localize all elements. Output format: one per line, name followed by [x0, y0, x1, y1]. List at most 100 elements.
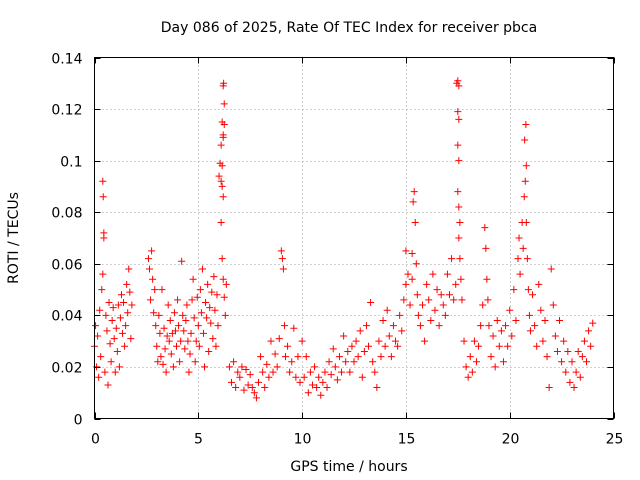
data-point: [122, 322, 130, 330]
data-point: [340, 332, 348, 340]
data-point: [408, 275, 416, 283]
data-point: [400, 296, 408, 304]
x-axis-label: GPS time / hours: [290, 459, 407, 475]
data-point: [208, 288, 216, 296]
data-point: [499, 358, 507, 366]
data-point: [472, 358, 480, 366]
data-point: [124, 309, 132, 317]
data-point: [204, 280, 212, 288]
data-point: [385, 332, 393, 340]
data-point: [556, 317, 564, 325]
x-tick-label: 25: [606, 432, 624, 448]
data-point: [171, 327, 179, 335]
data-point: [539, 337, 547, 345]
data-point: [153, 342, 161, 350]
data-point: [537, 306, 545, 314]
data-point: [491, 363, 499, 371]
data-point: [306, 368, 314, 376]
data-point: [205, 347, 213, 355]
data-point: [209, 335, 217, 343]
data-point: [181, 345, 189, 353]
data-point: [187, 329, 195, 337]
data-point: [236, 373, 244, 381]
data-point: [230, 358, 238, 366]
data-point: [179, 311, 187, 319]
data-point: [220, 100, 228, 108]
data-point: [114, 301, 122, 309]
data-point: [157, 353, 165, 361]
data-point: [323, 384, 331, 392]
data-point: [164, 301, 172, 309]
axis-ticks: [94, 57, 615, 420]
data-point: [281, 353, 289, 361]
data-point: [120, 298, 128, 306]
data-point: [217, 141, 225, 149]
data-point: [541, 317, 549, 325]
data-point: [267, 337, 275, 345]
data-point: [450, 296, 458, 304]
y-tick-label: 0.06: [51, 258, 82, 274]
chart-title: Day 086 of 2025, Rate Of TEC Index for r…: [161, 20, 537, 36]
data-point: [220, 121, 228, 129]
data-point: [406, 301, 414, 309]
data-point: [163, 332, 171, 340]
data-point: [219, 193, 227, 201]
data-point: [108, 317, 116, 325]
data-point: [570, 384, 578, 392]
data-point: [104, 381, 112, 389]
data-point: [529, 291, 537, 299]
data-point: [543, 353, 551, 361]
data-point: [387, 353, 395, 361]
data-point: [311, 363, 319, 371]
data-point: [252, 394, 260, 402]
data-point: [367, 298, 375, 306]
data-point: [180, 327, 188, 335]
data-point: [464, 373, 472, 381]
y-tick-label: 0: [74, 413, 83, 429]
data-point: [522, 162, 530, 170]
y-tick-label: 0.14: [51, 52, 82, 68]
data-point: [102, 311, 110, 319]
data-point: [317, 391, 325, 399]
data-point: [165, 337, 173, 345]
data-point: [206, 304, 214, 312]
data-point: [112, 324, 120, 332]
data-point: [212, 342, 220, 350]
data-point: [362, 322, 370, 330]
data-point: [222, 280, 230, 288]
data-point: [414, 311, 422, 319]
data-point: [220, 79, 228, 87]
data-point: [296, 378, 304, 386]
data-point: [506, 306, 514, 314]
data-point: [481, 224, 489, 232]
data-point: [521, 177, 529, 185]
data-point: [346, 368, 354, 376]
data-point: [105, 298, 113, 306]
data-point: [113, 347, 121, 355]
data-point: [321, 368, 329, 376]
data-point: [178, 257, 186, 265]
data-point: [352, 337, 360, 345]
data-point: [177, 337, 185, 345]
data-point: [176, 358, 184, 366]
data-point: [425, 296, 433, 304]
data-point: [248, 384, 256, 392]
data-point: [234, 368, 242, 376]
data-point: [246, 371, 254, 379]
data-point: [151, 286, 159, 294]
x-tick-label: 0: [91, 432, 100, 448]
data-point: [159, 360, 167, 368]
data-point: [193, 293, 201, 301]
data-point: [123, 280, 131, 288]
data-point: [219, 275, 227, 283]
data-point: [156, 329, 164, 337]
data-point: [198, 265, 206, 273]
data-point: [99, 270, 107, 278]
data-point: [333, 376, 341, 384]
data-point: [265, 373, 273, 381]
data-point: [217, 177, 225, 185]
data-point: [398, 327, 406, 335]
data-point: [294, 353, 302, 361]
data-point: [116, 314, 124, 322]
